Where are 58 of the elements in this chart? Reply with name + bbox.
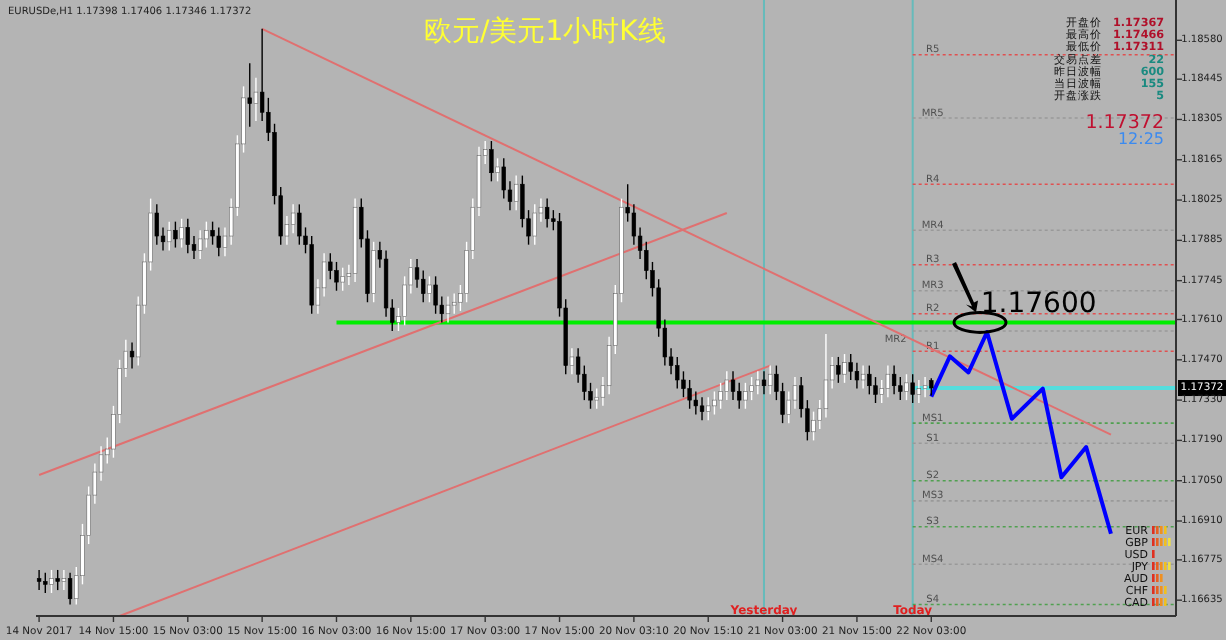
candlestick (885, 364, 891, 398)
candlestick (173, 220, 178, 249)
candlestick (867, 364, 872, 396)
candlestick (371, 241, 376, 303)
candlestick (904, 373, 909, 401)
candlestick (427, 275, 432, 303)
candlestick (167, 220, 172, 252)
candlestick (49, 569, 54, 594)
candlestick (891, 364, 897, 396)
candlestick (198, 229, 203, 260)
candlestick (532, 203, 537, 246)
candlestick (768, 364, 773, 396)
candlestick (495, 157, 500, 183)
candlestick (43, 572, 48, 594)
text: 欧元/美元1小时K线 (424, 16, 666, 48)
candlestick (452, 292, 457, 315)
candlestick (712, 390, 717, 416)
candlestick (514, 174, 519, 211)
candlestick (297, 203, 302, 246)
candlestick (433, 275, 438, 315)
candlestick (340, 267, 345, 292)
candlestick (749, 376, 754, 401)
ref-line-label: 1.17600 (980, 288, 1097, 321)
candlestick (569, 347, 575, 375)
candlestick (842, 353, 847, 384)
candlestick (55, 569, 60, 591)
candlestick (706, 396, 711, 421)
candlestick (860, 364, 866, 390)
candlestick (179, 218, 184, 249)
candlestick (675, 356, 680, 390)
candlestick (687, 379, 692, 410)
candlestick (61, 569, 67, 591)
candlestick (761, 370, 767, 396)
text: 1.17372 (1085, 112, 1164, 134)
candlestick (36, 569, 42, 591)
candlestick (910, 373, 915, 404)
candlestick (922, 376, 928, 398)
candlestick (743, 382, 748, 410)
text: 12:25 (1117, 130, 1164, 148)
candlestick (836, 356, 841, 384)
candlestick (489, 140, 494, 183)
candlestick (699, 396, 705, 421)
candlestick (185, 218, 190, 255)
candlestick (544, 197, 550, 229)
candlestick (854, 361, 860, 390)
candlestick (334, 261, 339, 292)
candlestick (129, 341, 135, 370)
candlestick (247, 62, 252, 128)
candlestick (67, 572, 73, 606)
candlestick (755, 370, 760, 396)
candlestick (154, 203, 159, 246)
candlestick (724, 370, 729, 401)
candlestick (848, 353, 853, 381)
candlestick (916, 379, 922, 404)
candlestick (730, 370, 736, 401)
candlestick (445, 295, 451, 324)
candlestick (216, 226, 221, 257)
candlestick (253, 77, 259, 122)
